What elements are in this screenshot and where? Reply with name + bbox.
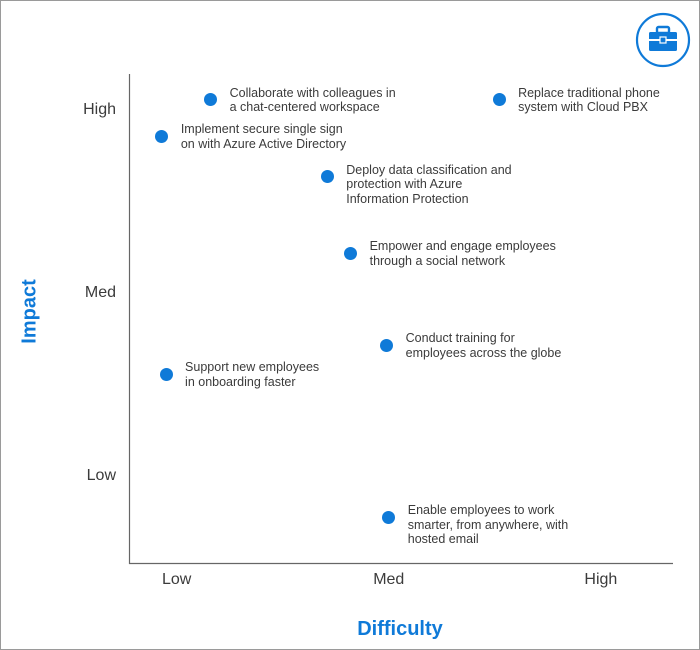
data-point bbox=[204, 93, 218, 107]
data-point bbox=[492, 93, 506, 107]
y-axis-title: Impact bbox=[18, 279, 41, 344]
y-tick-label: Med bbox=[84, 283, 116, 301]
data-point-label: Support new employees in onboarding fast… bbox=[185, 360, 320, 389]
data-point-label: Enable employees to work smarter, from a… bbox=[407, 503, 569, 547]
briefcase-icon bbox=[635, 12, 691, 68]
data-point-label: Collaborate with colleagues in a chat-ce… bbox=[229, 85, 396, 115]
data-point-label: Replace traditional phone system with Cl… bbox=[518, 85, 660, 115]
data-point-label: Empower and engage employees through a s… bbox=[369, 239, 556, 268]
y-tick-label: High bbox=[83, 100, 116, 118]
x-axis-title: Difficulty bbox=[357, 618, 443, 640]
data-point bbox=[320, 170, 334, 184]
briefcase-badge bbox=[635, 12, 691, 68]
data-point bbox=[159, 367, 173, 381]
x-tick-label: Low bbox=[161, 571, 192, 588]
x-tick-label: High bbox=[584, 571, 618, 588]
data-point bbox=[155, 129, 169, 143]
data-point bbox=[344, 246, 358, 260]
x-tick-label: Med bbox=[373, 571, 405, 588]
y-tick-label: Low bbox=[86, 466, 116, 484]
data-point bbox=[380, 338, 394, 352]
data-point-label: Deploy data classification and protectio… bbox=[346, 162, 512, 206]
data-point bbox=[382, 510, 396, 524]
data-point-label: Conduct training for employees across th… bbox=[405, 331, 562, 360]
data-point-label: Implement secure single sign on with Azu… bbox=[180, 122, 347, 151]
